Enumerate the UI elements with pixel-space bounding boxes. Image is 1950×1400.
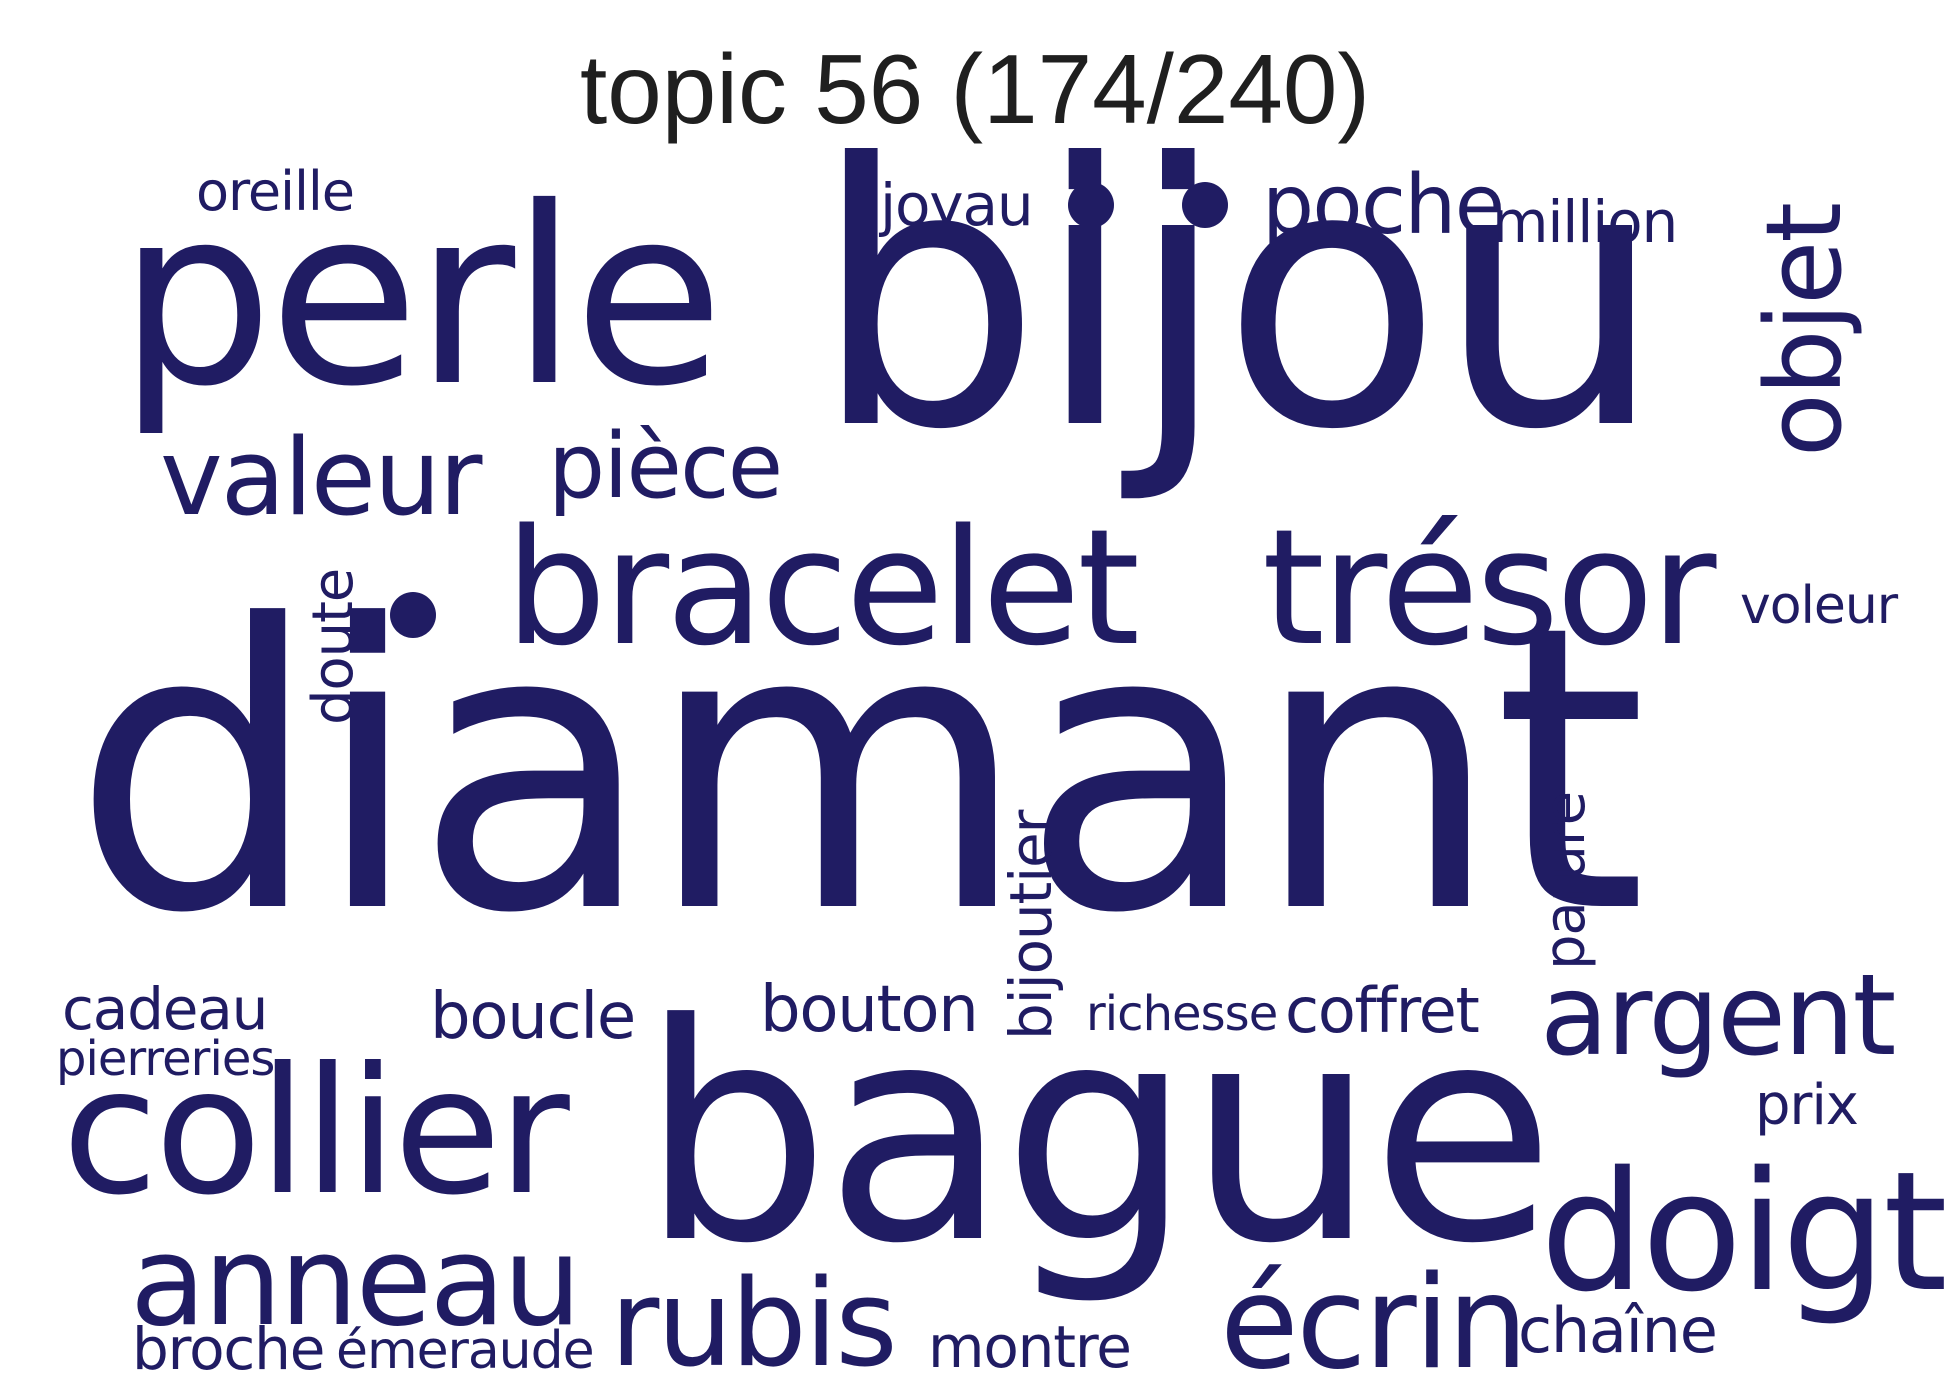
word-rubis: rubis: [610, 1255, 898, 1394]
word-cadeau: cadeau: [62, 975, 268, 1043]
word-joyau: joyau: [880, 171, 1034, 239]
word-coffret: coffret: [1285, 974, 1480, 1047]
word-parure: parure: [1533, 792, 1598, 970]
word-diamant: diamant: [72, 543, 1647, 999]
word-doigt: doigt: [1540, 1136, 1948, 1328]
word-perle: perle: [118, 155, 724, 440]
word-objet: objet: [1743, 204, 1865, 457]
word-valeur: valeur: [160, 416, 483, 539]
word-broche: broche: [132, 1315, 325, 1383]
word-collier: collier: [62, 1031, 570, 1234]
word-boucle: boucle: [430, 980, 636, 1054]
word-pierreries: pierreries: [56, 1031, 275, 1087]
word-chaine: chaîne: [1518, 1294, 1718, 1367]
dot-mark: [390, 592, 436, 638]
word-million: million: [1492, 188, 1678, 256]
word-richesse: richesse: [1086, 986, 1278, 1042]
dot-mark: [1068, 182, 1114, 228]
word-emeraude: émeraude: [336, 1321, 595, 1381]
word-tresor: trésor: [1262, 494, 1716, 681]
word-ecrin: écrin: [1220, 1249, 1528, 1398]
word-poche: poche: [1262, 158, 1505, 253]
word-anneau: anneau: [130, 1210, 582, 1354]
word-oreille: oreille: [196, 160, 355, 223]
word-bijou: bijou: [812, 88, 1665, 509]
word-argent: argent: [1540, 951, 1896, 1081]
word-bracelet: bracelet: [505, 494, 1140, 681]
word-bouton: bouton: [760, 973, 979, 1047]
word-piece: pièce: [548, 414, 783, 519]
dot-mark: [1182, 182, 1228, 228]
word-voleur: voleur: [1740, 576, 1898, 636]
chart-title: topic 56 (174/240): [580, 34, 1370, 144]
word-montre: montre: [928, 1313, 1132, 1381]
word-bague: bague: [640, 960, 1555, 1309]
word-prix: prix: [1755, 1073, 1859, 1138]
